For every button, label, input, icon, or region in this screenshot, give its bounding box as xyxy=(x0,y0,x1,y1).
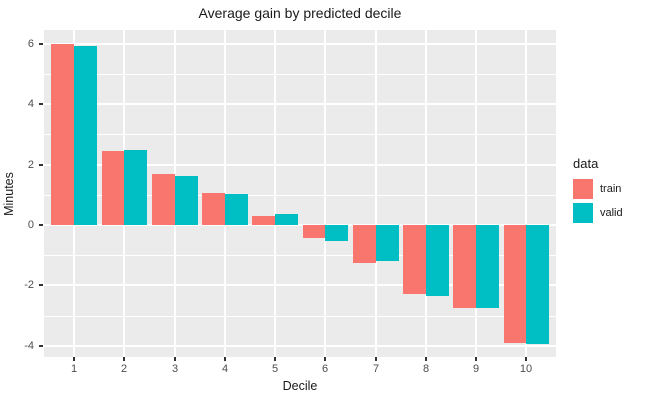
gridline-major-x10 xyxy=(525,30,527,357)
legend-item-train: train xyxy=(573,179,623,199)
bar-valid-decile-6 xyxy=(325,225,348,241)
x-tick-mark-6 xyxy=(324,357,326,361)
y-tick-label-2: 2 xyxy=(27,159,34,171)
x-tick-label-4: 4 xyxy=(221,363,229,375)
gridline-major-y0 xyxy=(44,224,556,226)
gridline-major-x4 xyxy=(224,30,226,357)
x-tick-label-8: 8 xyxy=(422,363,430,375)
gridline-major-y6 xyxy=(44,43,556,45)
bar-valid-decile-4 xyxy=(225,194,248,225)
gridline-major-y4 xyxy=(44,103,556,105)
legend-items: train valid xyxy=(573,179,623,223)
x-axis-title: Decile xyxy=(282,379,318,393)
bar-valid-decile-2 xyxy=(124,150,147,225)
chart-title: Average gain by predicted decile xyxy=(198,5,402,21)
x-tick-label-6: 6 xyxy=(321,363,329,375)
legend-swatch-valid xyxy=(573,203,593,223)
bar-valid-decile-10 xyxy=(526,225,549,344)
legend-title: data xyxy=(573,156,599,171)
bar-train-decile-10 xyxy=(504,225,527,343)
gridline-minor-y1 xyxy=(44,195,556,196)
legend-label-valid: valid xyxy=(600,207,623,219)
x-tick-mark-4 xyxy=(224,357,226,361)
y-tick-label-0: 0 xyxy=(27,219,34,231)
x-tick-mark-2 xyxy=(123,357,125,361)
gridline-minor-y3 xyxy=(44,134,556,135)
bar-valid-decile-1 xyxy=(74,46,97,225)
gridline-major-x9 xyxy=(475,30,477,357)
y-tick-label--2: -2 xyxy=(24,279,34,291)
bar-train-decile-1 xyxy=(51,44,74,225)
x-tick-mark-1 xyxy=(73,357,75,361)
y-tick-label-6: 6 xyxy=(27,38,34,50)
plot-panel xyxy=(44,30,556,357)
bar-train-decile-6 xyxy=(303,225,326,238)
y-tick-mark--4 xyxy=(39,345,43,347)
gridline-major-x6 xyxy=(324,30,326,357)
x-tick-label-2: 2 xyxy=(120,363,128,375)
x-tick-label-1: 1 xyxy=(70,363,78,375)
bar-train-decile-5 xyxy=(252,216,275,225)
bar-valid-decile-9 xyxy=(476,225,499,308)
x-tick-mark-5 xyxy=(274,357,276,361)
bar-train-decile-2 xyxy=(102,151,125,225)
gridline-major-x8 xyxy=(425,30,427,357)
x-tick-label-10: 10 xyxy=(519,363,533,375)
y-tick-mark--2 xyxy=(39,284,43,286)
gridline-major-x5 xyxy=(274,30,276,357)
bar-train-decile-9 xyxy=(453,225,476,308)
bar-valid-decile-7 xyxy=(376,225,399,261)
bar-train-decile-4 xyxy=(202,193,225,225)
legend-item-valid: valid xyxy=(573,203,623,223)
bar-valid-decile-3 xyxy=(175,176,198,225)
bar-train-decile-8 xyxy=(403,225,426,294)
bar-valid-decile-5 xyxy=(275,214,298,225)
y-tick-mark-2 xyxy=(39,164,43,166)
x-tick-label-7: 7 xyxy=(372,363,380,375)
x-tick-mark-3 xyxy=(174,357,176,361)
x-tick-mark-8 xyxy=(425,357,427,361)
gridline-major-y-2 xyxy=(44,284,556,286)
y-tick-mark-0 xyxy=(39,224,43,226)
x-tick-label-5: 5 xyxy=(271,363,279,375)
bar-valid-decile-8 xyxy=(426,225,449,296)
x-tick-label-9: 9 xyxy=(472,363,480,375)
gridline-major-y2 xyxy=(44,164,556,166)
bar-train-decile-7 xyxy=(353,225,376,263)
gridline-major-y-4 xyxy=(44,345,556,347)
gridline-minor-y-1 xyxy=(44,255,556,256)
gridline-minor-y5 xyxy=(44,74,556,75)
x-tick-label-3: 3 xyxy=(171,363,179,375)
legend: data train valid xyxy=(573,156,623,227)
y-tick-label--4: -4 xyxy=(24,340,34,352)
y-tick-mark-4 xyxy=(39,103,43,105)
legend-label-train: train xyxy=(600,183,622,195)
legend-swatch-train xyxy=(573,179,593,199)
y-tick-label-4: 4 xyxy=(27,98,34,110)
x-tick-mark-7 xyxy=(375,357,377,361)
gridline-minor-y-3 xyxy=(44,316,556,317)
x-tick-mark-9 xyxy=(475,357,477,361)
gridline-major-x7 xyxy=(375,30,377,357)
y-tick-mark-6 xyxy=(39,43,43,45)
x-tick-mark-10 xyxy=(525,357,527,361)
bar-train-decile-3 xyxy=(152,174,175,225)
